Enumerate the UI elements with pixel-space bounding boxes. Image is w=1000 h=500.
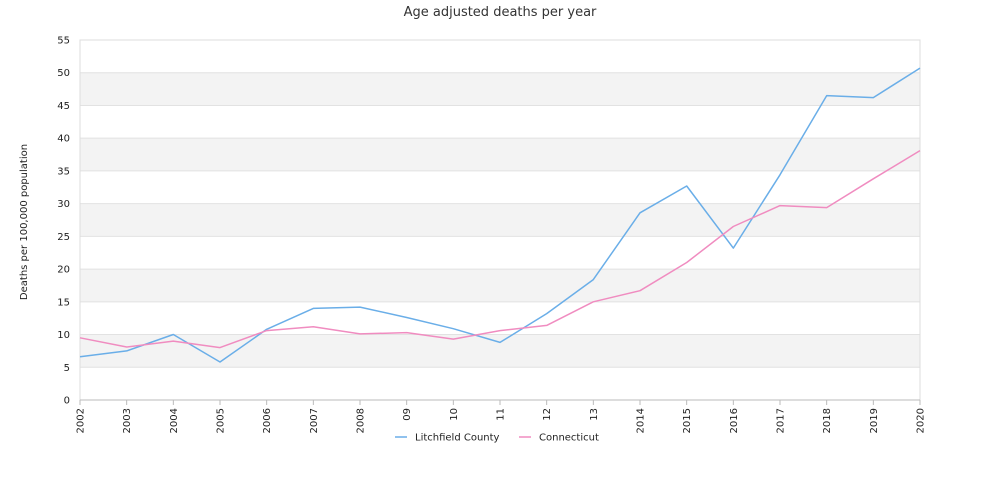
grid-band: [80, 334, 920, 368]
x-tick-label: 2016: [729, 408, 740, 433]
y-tick-label: 30: [57, 199, 70, 210]
y-tick-label: 25: [57, 232, 70, 243]
y-tick-label: 40: [57, 134, 70, 145]
grid-band: [80, 138, 920, 171]
x-tick-label: 2008: [356, 408, 367, 433]
y-tick-label: 35: [57, 166, 70, 177]
y-tick-label: 50: [57, 68, 70, 79]
x-tick-label: 2002: [76, 408, 87, 433]
grid-bands: [80, 72, 920, 368]
x-tick-label: 2017: [776, 408, 787, 433]
chart-title: Age adjusted deaths per year: [404, 5, 597, 20]
y-tick-label: 5: [64, 363, 70, 374]
x-tick-label: 12: [542, 408, 553, 421]
x-tick-label: 2004: [169, 408, 180, 433]
y-tick-label: 15: [57, 297, 70, 308]
grid-band: [80, 203, 920, 237]
series-line-connecticut: [79, 149, 921, 349]
x-axis: 2002 2003 2004 2005 2006 2007 2008 09 10 11 12 13 20…: [76, 399, 927, 433]
y-tick-label: 20: [57, 265, 70, 276]
x-tick-label: 11: [496, 408, 507, 421]
x-tick-label: 2005: [216, 408, 227, 433]
x-tick-label: 10: [449, 408, 460, 421]
x-tick-label: 2020: [916, 408, 927, 433]
x-tick-label: 2007: [309, 408, 320, 433]
series-line-litchfield-county: [79, 67, 921, 363]
y-tick-label: 45: [57, 101, 70, 112]
x-tick-label: 2018: [822, 408, 833, 433]
legend-label: Litchfield County: [415, 433, 500, 444]
x-tick-label: 13: [589, 408, 600, 421]
x-tick-label: 2003: [122, 408, 133, 433]
grid-band: [80, 72, 920, 106]
y-tick-label: 55: [57, 36, 70, 47]
y-tick-label: 10: [57, 330, 70, 341]
x-tick-label: 2006: [262, 408, 273, 433]
x-tick-label: 2015: [682, 408, 693, 433]
legend: Litchfield County Connecticut: [395, 433, 599, 444]
x-tick-label: 09: [402, 408, 413, 421]
y-tick-label: 0: [64, 396, 70, 407]
y-axis: 0 5 10 15 20 25 30 35 40 45 50 55: [57, 36, 70, 407]
y-axis-title: Deaths per 100,000 population: [19, 144, 30, 300]
legend-label: Connecticut: [539, 433, 599, 444]
series-lines: [79, 67, 921, 363]
x-tick-label: 2014: [636, 408, 647, 433]
x-tick-label: 2019: [869, 408, 880, 433]
grid-band: [80, 269, 920, 302]
